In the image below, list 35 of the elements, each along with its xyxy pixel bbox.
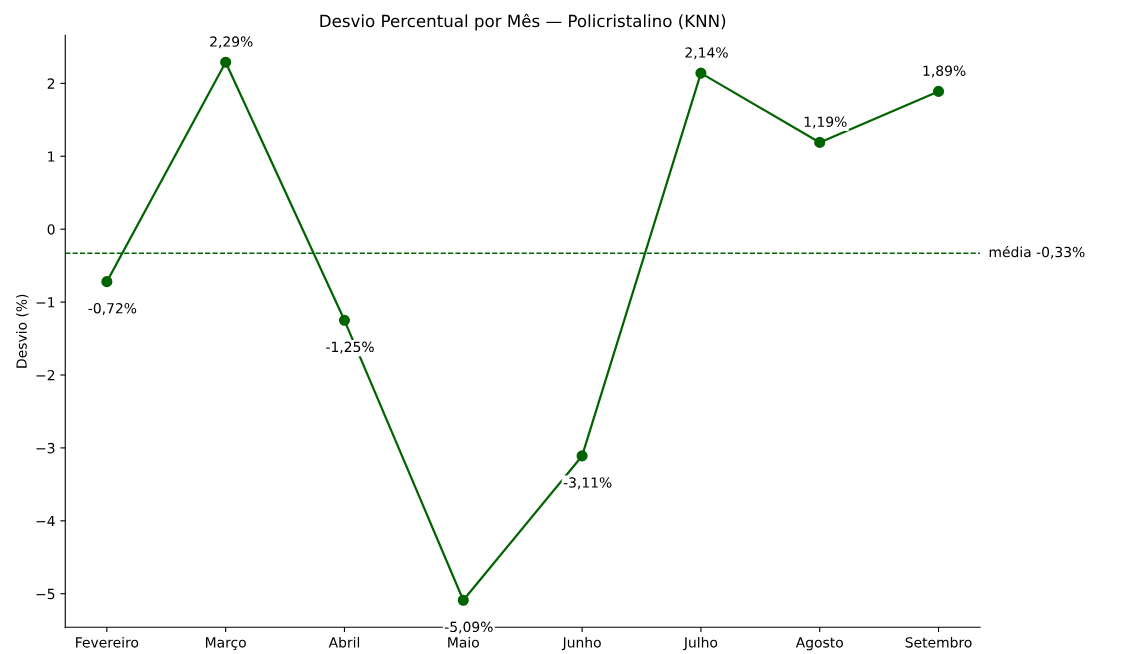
point xyxy=(695,67,707,79)
y-axis-title: Desvio (%) xyxy=(16,294,29,368)
y-tick-label: −2 xyxy=(36,369,55,381)
point xyxy=(220,56,232,68)
y-tick-label: 1 xyxy=(48,151,55,162)
data-label: 1,89% xyxy=(923,65,966,78)
x-tick-label: Junho xyxy=(561,636,601,651)
y-tick-label: −5 xyxy=(36,588,55,600)
x-tick-label: Fevereiro xyxy=(76,636,139,648)
x-tick-label: Agosto xyxy=(795,637,843,651)
point xyxy=(101,276,113,288)
data-label: -3,11% xyxy=(563,477,612,490)
point xyxy=(932,85,945,97)
y-tick-label: 0 xyxy=(47,224,55,235)
point xyxy=(338,314,351,326)
ref-line-label: média -0,33% xyxy=(989,245,1085,259)
data-label: -1,25% xyxy=(326,341,374,354)
y-tick-label: −1 xyxy=(36,297,55,308)
x-tick-label: Maio xyxy=(448,636,479,648)
data-label: 2,29% xyxy=(210,36,253,49)
x-tick-label: Março xyxy=(206,637,246,651)
data-label: -0,72% xyxy=(88,302,137,315)
x-tick-label: Julho xyxy=(683,636,718,651)
chart-title: Desvio Percentual por Mês — Policristalino (KNN) xyxy=(320,13,726,31)
point xyxy=(457,594,469,606)
x-tick-label: Setembro xyxy=(905,636,972,648)
y-tick-label: 2 xyxy=(47,78,55,89)
x-tick-label: Abril xyxy=(328,636,360,648)
data-label: 1,19% xyxy=(804,116,847,129)
data-label: 2,14% xyxy=(685,47,728,60)
point xyxy=(814,136,826,148)
data-label: -5,09% xyxy=(444,621,493,634)
y-tick-label: −3 xyxy=(36,442,55,454)
y-tick-label: −4 xyxy=(36,515,55,527)
point xyxy=(576,450,588,462)
